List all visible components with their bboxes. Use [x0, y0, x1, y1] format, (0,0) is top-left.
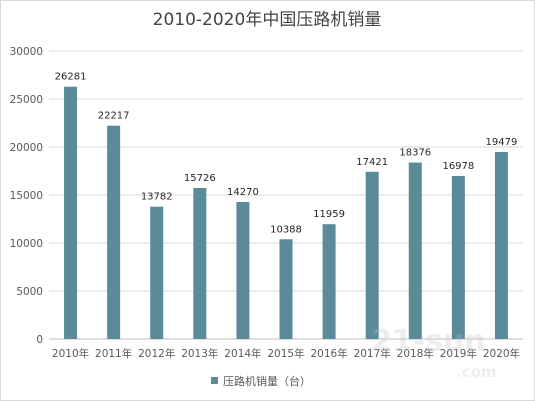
data-label: 22217: [98, 111, 130, 122]
data-label: 19479: [486, 137, 518, 148]
svg-text:21-sun: 21-sun: [371, 324, 486, 359]
x-axis: 2010年 2011年 2012年 2013年 2014年 2015年 2016年 2017年…: [52, 347, 520, 360]
data-label: 15726: [184, 173, 216, 184]
data-label: 10388: [270, 224, 302, 235]
y-tick-label: 0: [36, 334, 43, 346]
x-tick-label: 2016年: [310, 347, 347, 360]
data-label: 26281: [55, 72, 87, 83]
y-axis: 0 5000 10000 15000 20000 25000 30000: [10, 46, 43, 346]
y-tick-label: 15000: [10, 190, 43, 202]
bar: [279, 239, 293, 339]
bar: [193, 188, 207, 339]
bar: [365, 171, 379, 339]
watermark-logo: 21-sun .com: [371, 324, 497, 381]
x-tick-label: 2019年: [440, 347, 477, 360]
data-labels: 26281 22217 13782 15726 14270 10388 11959 17421…: [55, 72, 518, 236]
x-tick-label: 2011年: [95, 347, 132, 360]
bar: [236, 202, 250, 339]
x-tick-label: 2015年: [267, 347, 304, 360]
y-tick-label: 25000: [10, 94, 43, 106]
data-label: 17421: [356, 157, 388, 168]
y-tick-label: 20000: [10, 142, 43, 154]
bar: [494, 152, 508, 339]
x-tick-label: 2018年: [397, 347, 434, 360]
x-tick-label: 2013年: [181, 347, 218, 360]
data-label: 18376: [399, 148, 431, 159]
data-label: 14270: [227, 187, 259, 198]
y-tick-label: 5000: [16, 286, 43, 298]
x-tick-label: 2014年: [224, 347, 261, 360]
y-tick-label: 30000: [10, 46, 43, 58]
x-tick-label: 2010年: [52, 347, 89, 360]
bar: [322, 224, 336, 339]
bar: [150, 206, 164, 339]
bars: [64, 86, 508, 340]
data-label: 13782: [141, 192, 173, 203]
data-label: 16978: [442, 161, 474, 172]
x-tick-label: 2020年: [483, 347, 520, 360]
legend-swatch: [211, 377, 218, 384]
x-tick-label: 2012年: [138, 347, 175, 360]
data-label: 11959: [313, 209, 345, 220]
x-tick-label: 2017年: [354, 347, 391, 360]
bar: [107, 125, 121, 339]
chart-title: 2010-2020年中国压路机销量: [153, 10, 382, 30]
legend: 压路机销量（台）: [211, 374, 311, 388]
y-tick-label: 10000: [10, 238, 43, 250]
legend-label: 压路机销量（台）: [223, 374, 311, 388]
bar: [451, 176, 465, 339]
bar: [64, 86, 78, 340]
svg-text:.com: .com: [456, 363, 497, 381]
bar: [408, 162, 422, 339]
